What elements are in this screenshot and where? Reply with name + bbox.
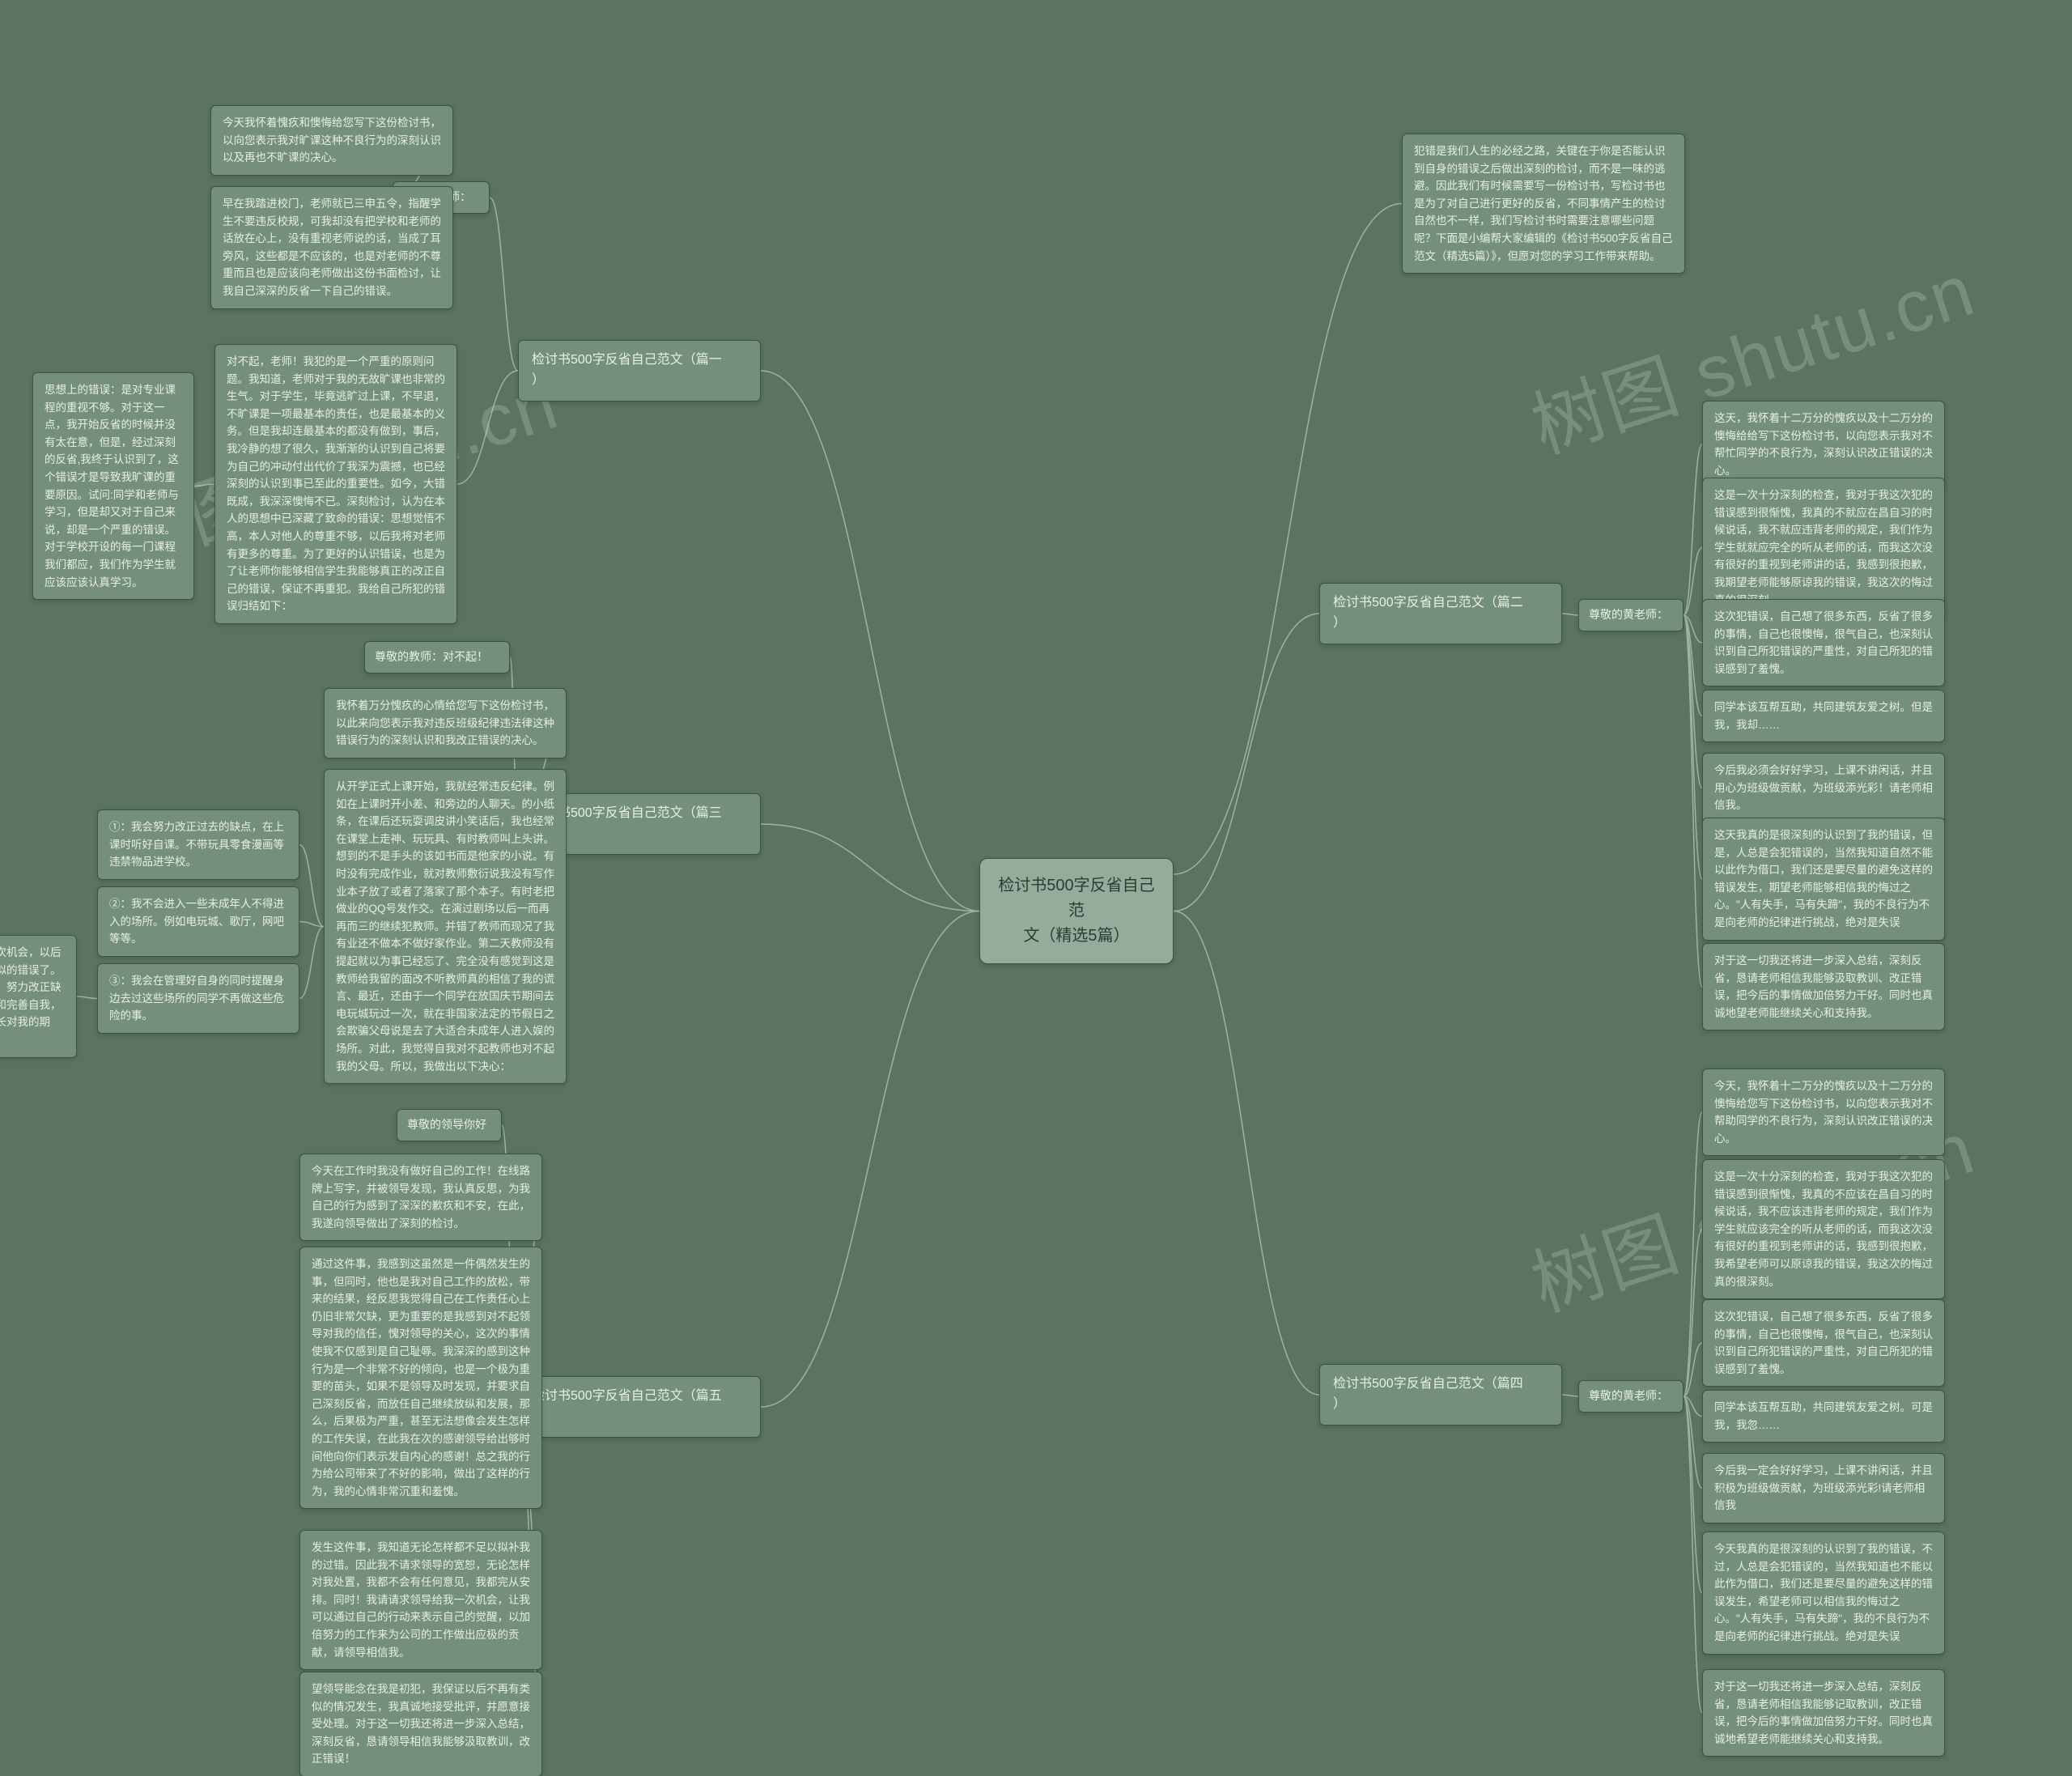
p4a4[interactable]: 同学本该互帮互助，共同建筑友爱之树。可是我，我忽…… [1702, 1390, 1945, 1442]
p3c1[interactable]: ①：我会努力改正过去的缺点，在上课时听好自课。不带玩具零食漫画等违禁物品进学校。 [97, 809, 299, 880]
p5c-text: 通过这件事，我感到这虽然是一件偶然发生的事，但同时，他也是我对自己工作的放松，带… [312, 1258, 530, 1498]
p5d-text: 发生这件事，我知道无论怎样都不足以拟补我的过错。因此我不请求领导的宽恕，无论怎样… [312, 1541, 530, 1659]
p4a4-text: 同学本该互帮互助，共同建筑友爱之树。可是我，我忽…… [1714, 1401, 1933, 1431]
p2a7[interactable]: 对于这一切我还将进一步深入总结，深刻反省，恳请老师相信我能够汲取教训、改正错误，… [1702, 943, 1945, 1030]
p4a7-text: 对于这一切我还将进一步深入总结，深刻反省，恳请老师相信我能够记取教训，改正错误，… [1714, 1680, 1933, 1745]
p3c3-text: ③：我会在管理好自身的同时提醒身边去过这些场所的同学不再做这些危险的事。 [109, 975, 284, 1022]
p1b1[interactable]: 思想上的错误：是对专业课程的重视不够。对于这一点，我开始反省的时候并没有太在意，… [32, 372, 194, 600]
p4[interactable]: 检讨书500字反省自己范文（篇四） [1319, 1364, 1562, 1425]
p5b[interactable]: 今天在工作时我没有做好自己的工作！在线路牌上写字，并被领导发现，我认真反思，为我… [299, 1154, 542, 1241]
p4a1[interactable]: 今天，我怀着十二万分的愧疚以及十二万分的懊悔给您写下这份检讨书，以向您表示我对不… [1702, 1069, 1945, 1156]
p2a2[interactable]: 这是一次十分深刻的检查，我对于我这次犯的错误感到很惭愧，我真的不就应在昌自习的时… [1702, 478, 1945, 618]
p2-text: 检讨书500字反省自己范文（篇二） [1333, 596, 1523, 630]
p1a2-text: 早在我踏进校门，老师就已三申五令，指醒学生不要违反校规，可我却没有把学校和老师的… [223, 198, 441, 297]
p4a[interactable]: 尊敬的黄老师： [1578, 1380, 1684, 1413]
p4a1-text: 今天，我怀着十二万分的愧疚以及十二万分的懊悔给您写下这份检讨书，以向您表示我对不… [1714, 1080, 1933, 1145]
p3c2[interactable]: ②：我不会进入一些未成年人不得进入的场所。例如电玩城、歌厅，网吧等等。 [97, 886, 299, 957]
p1b[interactable]: 对不起，老师！我犯的是一个严重的原则问题。我知道，老师对于我的无故旷课也非常的生… [214, 344, 457, 624]
p3c-text: 从开学正式上课开始，我就经常违反纪律。例如在上课时开小差、和旁边的人聊天。的小纸… [336, 780, 554, 1073]
p2a1[interactable]: 这天，我怀着十二万分的愧疚以及十二万分的懊悔给给写下这份检讨书，以向您表示我对不… [1702, 401, 1945, 488]
p5a-text: 尊敬的领导你好 [407, 1118, 486, 1131]
p5e-text: 望领导能念在我是初犯，我保证以后不再有类似的情况发生，我真诚地接受批评，并愿意接… [312, 1683, 530, 1765]
p3a[interactable]: 尊敬的教师：对不起！ [364, 641, 510, 673]
p4a6-text: 今天我真的是很深刻的认识到了我的错误，不过，人总是会犯错误的，当然我知道也不能以… [1714, 1543, 1933, 1642]
p2a6[interactable]: 这天我真的是很深刻的认识到了我的错误，但是，人总是会犯错误的，当然我知道自然不能… [1702, 818, 1945, 941]
p4a-text: 尊敬的黄老师： [1589, 1389, 1668, 1402]
p2a3[interactable]: 这次犯错误，自己想了很多东西，反省了很多的事情，自己也很懊悔，很气自己，也深刻认… [1702, 599, 1945, 686]
p2a4[interactable]: 同学本该互帮互助，共同建筑友爱之树。但是我，我却…… [1702, 690, 1945, 742]
p2a5-text: 今后我必须会好好学习，上课不讲闲话，并且用心为班级做贡献，为班级添光彩！请老师相… [1714, 764, 1933, 811]
p4a5-text: 今后我一定会好好学习，上课不讲闲话，并且积极为班级做贡献，为班级添光彩!请老师相… [1714, 1464, 1933, 1511]
p4a5[interactable]: 今后我一定会好好学习，上课不讲闲话，并且积极为班级做贡献，为班级添光彩!请老师相… [1702, 1453, 1945, 1523]
p5-text: 检讨书500字反省自己范文（篇五） [532, 1389, 722, 1423]
p1b1-text: 思想上的错误：是对专业课程的重视不够。对于这一点，我开始反省的时候并没有太在意，… [45, 384, 179, 588]
p3a-text: 尊敬的教师：对不起！ [375, 650, 488, 663]
p2a3-text: 这次犯错误，自己想了很多东西，反省了很多的事情，自己也很懊悔，很气自己，也深刻认… [1714, 610, 1933, 675]
root[interactable]: 检讨书500字反省自己范文（精选5篇） [979, 858, 1174, 964]
p1a1-text: 今天我怀着愧疚和懊悔给您写下这份检讨书，以向您表示我对旷课这种不良行为的深刻认识… [223, 117, 441, 164]
p2a7-text: 对于这一切我还将进一步深入总结，深刻反省，恳请老师相信我能够汲取教训、改正错误，… [1714, 954, 1933, 1019]
p4a7[interactable]: 对于这一切我还将进一步深入总结，深刻反省，恳请老师相信我能够记取教训，改正错误，… [1702, 1669, 1945, 1757]
p3c3a[interactable]: 请教师再给我一次机会，以后必须不会再犯类似的错误了。我必须好好学习，努力改正缺点… [0, 935, 77, 1058]
p1a1[interactable]: 今天我怀着愧疚和懊悔给您写下这份检讨书，以向您表示我对旷课这种不良行为的深刻认识… [210, 105, 453, 176]
p4a3-text: 这次犯错误，自己想了很多东西，反省了很多的事情，自己也很懊悔，很气自己，也深刻认… [1714, 1311, 1933, 1375]
p2[interactable]: 检讨书500字反省自己范文（篇二） [1319, 583, 1562, 644]
p3b-text: 我怀着万分愧疚的心情给您写下这份检讨书，以此来向您表示我对违反班级纪律违法律这种… [336, 699, 554, 746]
p1a2[interactable]: 早在我踏进校门，老师就已三申五令，指醒学生不要违反校规，可我却没有把学校和老师的… [210, 186, 453, 309]
p2a1-text: 这天，我怀着十二万分的愧疚以及十二万分的懊悔给给写下这份检讨书，以向您表示我对不… [1714, 412, 1933, 477]
p3c3a-text: 请教师再给我一次机会，以后必须不会再犯类似的错误了。我必须好好学习，努力改正缺点… [0, 946, 62, 1046]
p2a2-text: 这是一次十分深刻的检查，我对于我这次犯的错误感到很惭愧，我真的不就应在昌自习的时… [1714, 489, 1933, 606]
p5c[interactable]: 通过这件事，我感到这虽然是一件偶然发生的事，但同时，他也是我对自己工作的放松，带… [299, 1247, 542, 1509]
p4a6[interactable]: 今天我真的是很深刻的认识到了我的错误，不过，人总是会犯错误的，当然我知道也不能以… [1702, 1532, 1945, 1655]
p1-text: 检讨书500字反省自己范文（篇一） [532, 353, 722, 387]
p5b-text: 今天在工作时我没有做好自己的工作！在线路牌上写字，并被领导发现，我认真反思，为我… [312, 1165, 530, 1230]
intro-text: 犯错是我们人生的必经之路，关键在于你是否能认识到自身的错误之后做出深刻的检讨，而… [1414, 145, 1673, 262]
p4a2[interactable]: 这是一次十分深刻的检查，我对于我这次犯的错误感到很惭愧，我真的不应该在昌自习的时… [1702, 1159, 1945, 1299]
p3c2-text: ②：我不会进入一些未成年人不得进入的场所。例如电玩城、歌厅，网吧等等。 [109, 898, 284, 945]
p2a5[interactable]: 今后我必须会好好学习，上课不讲闲话，并且用心为班级做贡献，为班级添光彩！请老师相… [1702, 753, 1945, 823]
p5e[interactable]: 望领导能念在我是初犯，我保证以后不再有类似的情况发生，我真诚地接受批评，并愿意接… [299, 1672, 542, 1776]
intro[interactable]: 犯错是我们人生的必经之路，关键在于你是否能认识到自身的错误之后做出深刻的检讨，而… [1402, 134, 1685, 274]
p3c1-text: ①：我会努力改正过去的缺点，在上课时听好自课。不带玩具零食漫画等违禁物品进学校。 [109, 821, 284, 868]
p4-text: 检讨书500字反省自己范文（篇四） [1333, 1377, 1523, 1411]
p2a[interactable]: 尊敬的黄老师： [1578, 599, 1684, 631]
p2a6-text: 这天我真的是很深刻的认识到了我的错误，但是，人总是会犯错误的，当然我知道自然不能… [1714, 829, 1933, 928]
p4a3[interactable]: 这次犯错误，自己想了很多东西，反省了很多的事情，自己也很懊悔，很气自己，也深刻认… [1702, 1299, 1945, 1387]
p3c[interactable]: 从开学正式上课开始，我就经常违反纪律。例如在上课时开小差、和旁边的人聊天。的小纸… [324, 769, 567, 1084]
p1[interactable]: 检讨书500字反省自己范文（篇一） [518, 340, 761, 402]
p1b-text: 对不起，老师！我犯的是一个严重的原则问题。我知道，老师对于我的无故旷课也非常的生… [227, 355, 445, 612]
p5a[interactable]: 尊敬的领导你好 [397, 1109, 502, 1141]
p5d[interactable]: 发生这件事，我知道无论怎样都不足以拟补我的过错。因此我不请求领导的宽恕，无论怎样… [299, 1530, 542, 1670]
p4a2-text: 这是一次十分深刻的检查，我对于我这次犯的错误感到很惭愧，我真的不应该在昌自习的时… [1714, 1171, 1933, 1288]
p2a4-text: 同学本该互帮互助，共同建筑友爱之树。但是我，我却…… [1714, 701, 1933, 731]
root-text: 检讨书500字反省自己范文（精选5篇） [998, 877, 1154, 945]
p3c3[interactable]: ③：我会在管理好自身的同时提醒身边去过这些场所的同学不再做这些危险的事。 [97, 963, 299, 1034]
p3b[interactable]: 我怀着万分愧疚的心情给您写下这份检讨书，以此来向您表示我对违反班级纪律违法律这种… [324, 688, 567, 758]
p5[interactable]: 检讨书500字反省自己范文（篇五） [518, 1376, 761, 1438]
p2a-text: 尊敬的黄老师： [1589, 608, 1668, 621]
